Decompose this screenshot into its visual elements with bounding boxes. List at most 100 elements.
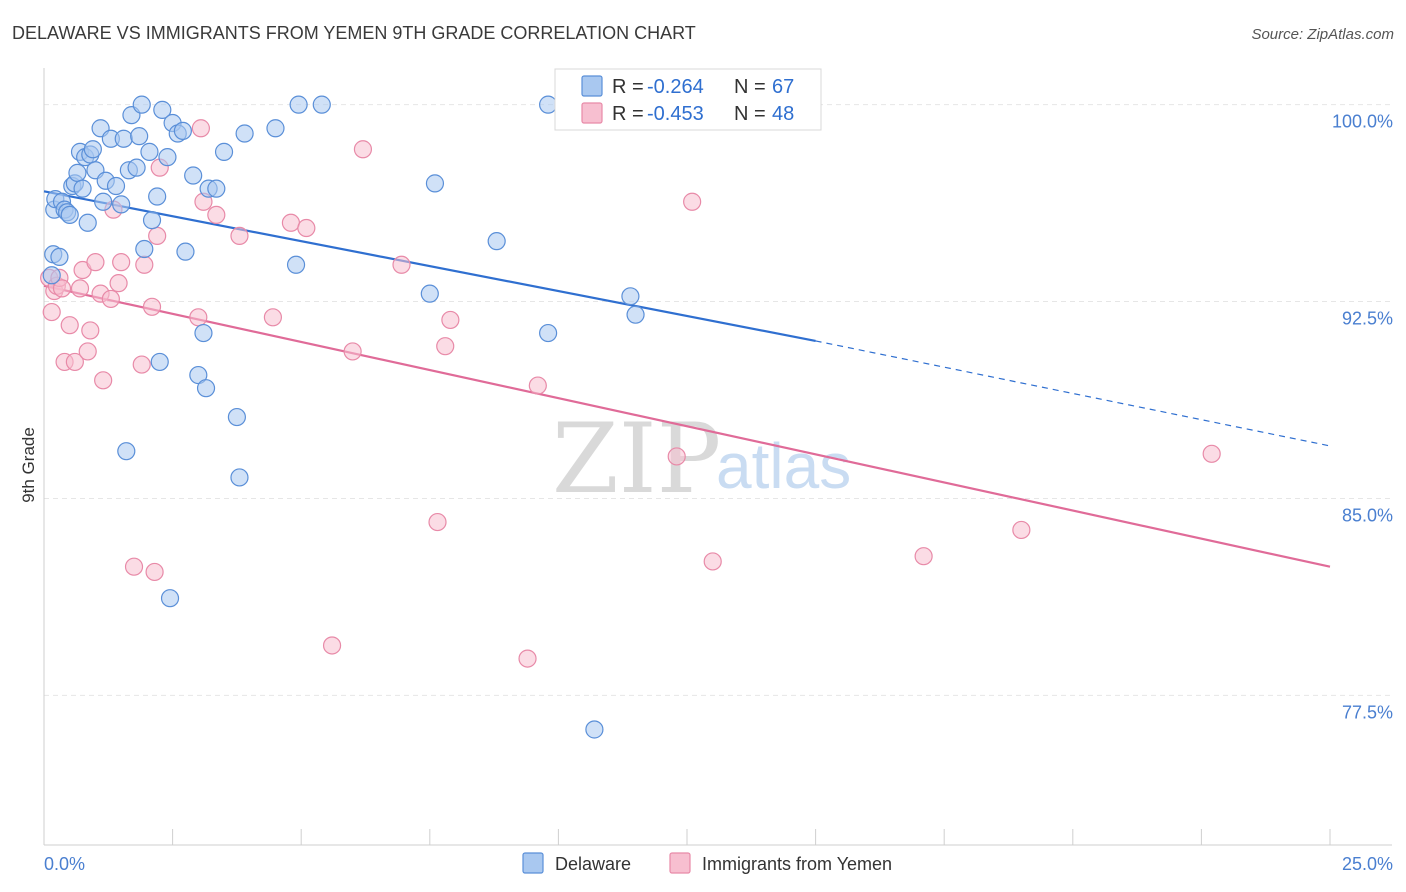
y-axis-label: 9th Grade (19, 427, 38, 503)
delaware-point-55 (286, 255, 306, 274)
delaware-point-24 (112, 195, 131, 214)
gridlines (44, 104, 1392, 696)
yemen-point-39 (428, 512, 447, 532)
delaware-point-4 (50, 247, 69, 267)
yemen-point-16 (101, 289, 120, 309)
yemen-point-13 (86, 253, 105, 272)
delaware-point-13 (73, 179, 92, 198)
yemen-point-12 (81, 321, 100, 340)
delaware-point-53 (235, 124, 254, 143)
yemen-point-38 (392, 255, 411, 274)
yemen-point-46 (703, 552, 722, 571)
legend: Delaware Immigrants from Yemen (522, 852, 892, 874)
delaware-point-47 (196, 379, 216, 398)
delaware-point-35 (148, 187, 167, 206)
yemen-point-20 (124, 557, 144, 576)
yemen-point-19 (112, 253, 131, 272)
yemen-point-48 (1012, 520, 1031, 540)
delaware-point-42 (173, 121, 192, 140)
yemen-point-8 (65, 352, 84, 372)
yemen-point-45 (683, 192, 702, 211)
delaware-point-44 (184, 166, 203, 185)
delaware-point-52 (230, 468, 249, 487)
yemen-point-30 (207, 205, 226, 224)
yemen-point-9 (70, 279, 90, 298)
delaware-point-46 (194, 323, 213, 343)
x-tick-label-1: 25.0% (1342, 854, 1393, 874)
y-tick-label-1: 92.5% (1342, 309, 1393, 329)
delaware-point-33 (140, 142, 159, 161)
stats-yemen-n-label: N = (734, 103, 766, 125)
delaware-point-17 (83, 140, 102, 159)
yemen-point-27 (189, 308, 208, 327)
source-label: Source: ZipAtlas.com (1251, 26, 1394, 43)
legend-item-yemen[interactable]: Immigrants from Yemen (669, 852, 892, 874)
stats-delaware-r-value: -0.264 (647, 76, 704, 98)
y-tick-label-3: 77.5% (1342, 702, 1393, 722)
yemen-point-22 (135, 255, 154, 274)
trend-line-yemen (43, 284, 1331, 568)
axes (43, 68, 1392, 846)
yemen-point-49 (1202, 444, 1221, 463)
yemen-point-18 (109, 274, 128, 293)
yemen-point-33 (281, 213, 301, 232)
delaware-point-0 (42, 266, 61, 285)
delaware-point-11 (68, 163, 87, 182)
legend-swatch-yemen (669, 852, 691, 874)
stats-yemen-n-value: 48 (772, 103, 794, 125)
delaware-point-65 (621, 287, 640, 306)
yemen-point-41 (441, 310, 460, 330)
delaware-point-59 (420, 284, 439, 303)
delaware-point-62 (539, 323, 558, 343)
delaware-point-50 (214, 142, 234, 161)
yemen-point-1 (42, 302, 61, 322)
stats-delaware-n-value: 67 (772, 76, 794, 98)
yemen-point-5 (52, 279, 72, 298)
legend-item-delaware[interactable]: Delaware (522, 852, 631, 874)
delaware-point-61 (539, 95, 558, 114)
yemen-point-28 (191, 119, 210, 138)
legend-label-delaware: Delaware (555, 854, 631, 874)
x-tick-labels: 0.0% 25.0% (44, 854, 1393, 874)
delaware-point-15 (78, 213, 97, 232)
stats-swatch-yemen (581, 102, 603, 124)
delaware-point-23 (106, 176, 126, 196)
watermark-zip: ZIP (552, 403, 721, 515)
delaware-point-66 (626, 305, 645, 324)
yemen-point-40 (436, 337, 455, 356)
y-tick-labels: 100.0% 92.5% 85.0% 77.5% (1332, 112, 1393, 723)
legend-swatch-delaware (522, 852, 544, 874)
yemen-point-15 (94, 371, 113, 390)
stats-swatch-delaware (581, 75, 603, 97)
stats-yemen-r-value: -0.453 (647, 103, 704, 125)
delaware-point-37 (153, 100, 172, 119)
delaware-point-30 (130, 127, 149, 146)
chart-title: DELAWARE VS IMMIGRANTS FROM YEMEN 9TH GR… (12, 23, 696, 43)
yemen-point-24 (145, 562, 164, 582)
delaware-point-49 (207, 179, 226, 198)
yemen-point-35 (322, 636, 342, 655)
trend-lines (43, 190, 1331, 568)
yemen-point-32 (263, 308, 283, 327)
stats-box: R = -0.264 N = 67 R = -0.453 N = 48 (554, 68, 822, 131)
yemen-point-42 (518, 649, 537, 668)
delaware-point-38 (158, 148, 177, 167)
delaware-point-26 (117, 442, 136, 461)
x-tick-label-0: 0.0% (44, 854, 85, 874)
delaware-point-25 (114, 129, 133, 148)
stats-yemen-r-label: R = (612, 103, 644, 125)
yemen-point-44 (667, 447, 686, 466)
delaware-point-20 (94, 192, 113, 211)
delaware-point-8 (60, 205, 79, 224)
y-tick-label-0: 100.0% (1332, 112, 1393, 132)
watermark: ZIP atlas (552, 403, 851, 515)
delaware-point-34 (142, 211, 162, 230)
delaware-point-36 (150, 352, 169, 372)
delaware-point-32 (135, 239, 154, 259)
yemen-point-36 (343, 342, 362, 361)
delaware-point-39 (160, 589, 180, 608)
series-yemen-points (40, 119, 1221, 668)
delaware-point-43 (176, 242, 195, 261)
delaware-point-54 (266, 119, 285, 138)
